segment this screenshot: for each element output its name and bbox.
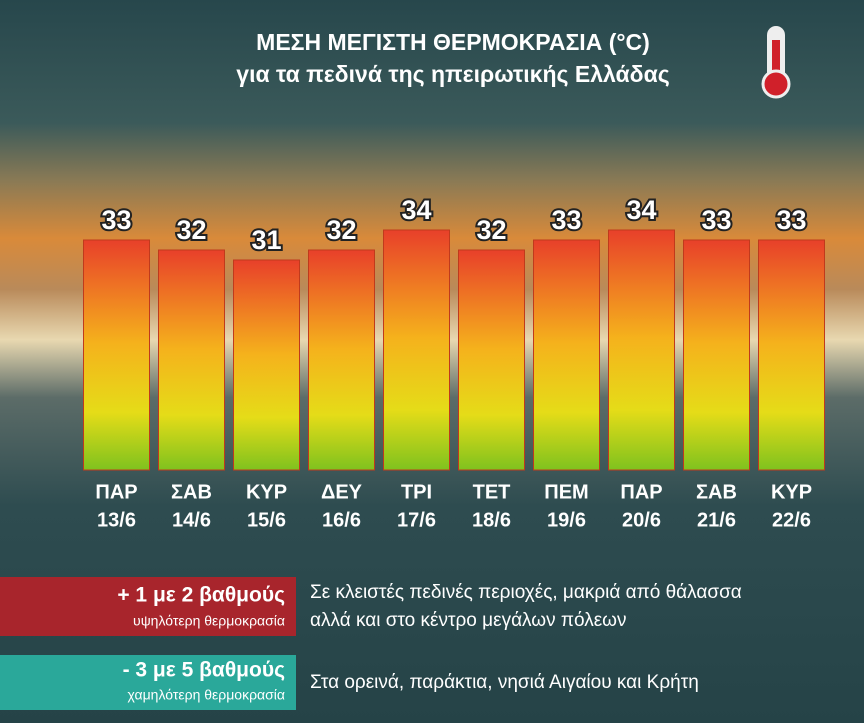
bar: [683, 239, 750, 471]
x-tick-label: ΤΡΙ: [401, 481, 432, 503]
thermometer: [761, 26, 791, 99]
value-label: 34: [626, 195, 656, 225]
bar: [533, 239, 600, 471]
x-tick-date: 18/6: [472, 509, 511, 531]
note-text: Σε κλειστές πεδινές περιοχές, μακριά από…: [310, 582, 742, 603]
x-tick-label: ΔΕΥ: [321, 481, 363, 503]
value-label: 33: [701, 205, 731, 235]
x-tick-date: 21/6: [697, 509, 736, 531]
x-tick-label: ΠΑΡ: [620, 481, 662, 503]
value-label: 34: [401, 195, 431, 225]
x-tick-label: ΤΕΤ: [473, 481, 511, 503]
note-subline: υψηλότερη θερμοκρασία: [133, 613, 285, 629]
bar: [158, 249, 225, 471]
x-tick-date: 22/6: [772, 509, 811, 531]
note-headline: - 3 με 5 βαθμούς: [123, 659, 285, 682]
value-label: 31: [251, 225, 281, 255]
bar: [758, 239, 825, 471]
value-label: 32: [326, 215, 356, 245]
note-box-cool: [0, 655, 296, 710]
bar: [308, 249, 375, 471]
value-label: 33: [776, 205, 806, 235]
x-tick-label: ΚΥΡ: [246, 481, 287, 503]
x-tick-label: ΠΕΜ: [544, 481, 588, 503]
bar: [608, 229, 675, 471]
x-tick-label: ΣΑΒ: [171, 481, 212, 503]
x-tick-date: 15/6: [247, 509, 286, 531]
x-tick-date: 14/6: [172, 509, 211, 531]
value-label: 33: [551, 205, 581, 235]
note-text: Στα ορεινά, παράκτια, νησιά Αιγαίου και …: [310, 672, 699, 693]
bar: [233, 259, 300, 471]
note-box-warm: [0, 577, 296, 636]
bar: [83, 239, 150, 471]
x-tick-date: 17/6: [397, 509, 436, 531]
x-tick-date: 13/6: [97, 509, 136, 531]
note-subline: χαμηλότερη θερμοκρασία: [128, 687, 285, 703]
value-label: 32: [176, 215, 206, 245]
bar: [458, 249, 525, 471]
x-tick-date: 20/6: [622, 509, 661, 531]
x-tick-date: 16/6: [322, 509, 361, 531]
value-label: 32: [476, 215, 506, 245]
x-tick-label: ΚΥΡ: [771, 481, 812, 503]
chart-title: ΜΕΣΗ ΜΕΓΙΣΤΗ ΘΕΡΜΟΚΡΑΣΙΑ (°C): [256, 29, 650, 55]
x-tick-label: ΣΑΒ: [696, 481, 737, 503]
note-headline: + 1 με 2 βαθμούς: [117, 584, 285, 607]
x-tick-label: ΠΑΡ: [95, 481, 137, 503]
x-tick-date: 19/6: [547, 509, 586, 531]
note-text: αλλά και στο κέντρο μεγάλων πόλεων: [310, 610, 627, 631]
bar: [383, 229, 450, 471]
chart-subtitle: για τα πεδινά της ηπειρωτικής Ελλάδας: [236, 61, 669, 87]
value-label: 33: [101, 205, 131, 235]
